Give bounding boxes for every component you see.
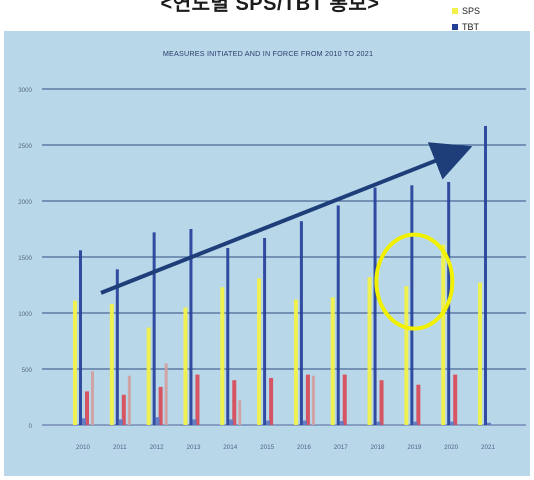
x-tick-label: 2011 (113, 444, 127, 451)
bar-mark (339, 421, 344, 425)
legend-item-sps: SPS (452, 4, 480, 18)
chart-frame: 0 500 1000 1500 2000 2500 3000 2010 2011 2012 2013… (4, 31, 530, 476)
bar-mark (376, 421, 381, 425)
chart-svg: 0 500 1000 1500 2000 2500 3000 2010 2011 2012 2013… (18, 49, 526, 451)
bar-mark (302, 420, 307, 425)
bar-mark (269, 377, 274, 425)
bar-mark (79, 250, 82, 425)
bar-mark (127, 375, 131, 425)
bar-mark (484, 125, 487, 426)
bar-mark (311, 375, 315, 425)
y-tick-label: 2500 (18, 143, 32, 150)
bar-mark (91, 371, 94, 425)
bar-mark (115, 269, 119, 425)
bar-mark (410, 185, 414, 425)
bar-mark (305, 374, 310, 425)
bar-mark (85, 391, 89, 425)
x-tick-label: 2013 (186, 444, 201, 451)
bar-mark (478, 282, 482, 425)
bar-mark (450, 421, 455, 425)
bar-mark (413, 421, 418, 425)
bar-mark (336, 205, 340, 425)
bar-mark (121, 394, 126, 425)
bar-mark (367, 277, 372, 425)
x-tick-label: 2014 (223, 444, 238, 451)
bar-mark (118, 419, 123, 425)
y-tick-label: 1500 (18, 255, 32, 262)
bar-mark (189, 229, 193, 425)
bar-mark (183, 307, 188, 425)
legend-swatch-sps (452, 8, 458, 14)
x-tick-label: 2012 (150, 444, 165, 451)
bar-mark (487, 422, 491, 425)
bar-mark (416, 384, 421, 425)
y-tick-label: 1000 (18, 311, 32, 318)
bar-mark (342, 374, 347, 425)
y-tick-label: 2000 (18, 199, 32, 206)
bar-mark (152, 232, 156, 425)
bar-mark (404, 286, 409, 425)
bar-mark (263, 237, 267, 425)
x-tick-label: 2020 (444, 444, 459, 451)
annotation-layer (100, 142, 473, 331)
chart-title: MEASURES INITIATED AND IN FORCE FROM 201… (163, 49, 373, 58)
page-caption: <연도별 SPS/TBT 통보> (160, 0, 380, 15)
bar-mark (155, 417, 160, 425)
x-tick-label: 2018 (371, 444, 386, 451)
legend-label-sps: SPS (462, 6, 481, 16)
y-tick-label: 500 (22, 367, 33, 374)
x-tick-label: 2010 (76, 444, 91, 451)
x-tick-label: 2017 (334, 444, 349, 451)
bar-mark (441, 244, 446, 425)
chart-legend: SPS TBT (452, 4, 524, 42)
labels-layer: 0 500 1000 1500 2000 2500 3000 2010 2011 2012 2013… (18, 87, 495, 451)
y-tick-label: 0 (29, 423, 33, 430)
x-tick-label: 2019 (407, 444, 422, 451)
bar-mark (73, 300, 77, 425)
bar-mark (238, 400, 242, 425)
bar-mark (266, 420, 271, 425)
bar-mark (229, 419, 234, 425)
bar-mark (293, 299, 298, 425)
bar-mark (299, 221, 303, 425)
bar-mark (146, 327, 151, 425)
legend-label-tbt: TBT (462, 22, 479, 32)
bar-mark (164, 363, 168, 425)
x-tick-label: 2015 (260, 444, 275, 451)
legend-swatch-tbt (452, 24, 458, 30)
bar-mark (192, 419, 197, 425)
bar-mark (257, 278, 262, 425)
bar-mark (453, 374, 458, 425)
legend-item-tbt: TBT (452, 20, 479, 34)
bars-layer (73, 125, 491, 426)
bar-mark (232, 380, 237, 425)
bar-mark (82, 418, 86, 425)
y-tick-label: 3000 (18, 87, 32, 94)
bar-mark (379, 380, 384, 425)
trend-arrow (100, 142, 473, 295)
bar-mark (330, 297, 335, 425)
bar-mark (158, 386, 163, 425)
x-tick-label: 2021 (481, 444, 496, 451)
bar-mark (109, 304, 114, 425)
bar-mark (195, 374, 200, 425)
bar-mark (373, 187, 377, 425)
x-tick-label: 2016 (297, 444, 312, 451)
bar-mark (226, 248, 230, 425)
highlight-circle (374, 232, 455, 331)
bar-mark (220, 287, 225, 425)
